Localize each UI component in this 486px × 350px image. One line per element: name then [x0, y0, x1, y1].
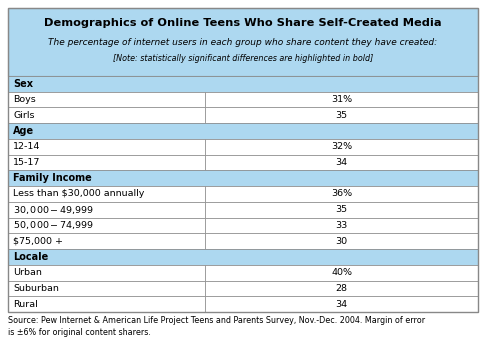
Bar [8, 76, 478, 92]
Bar [206, 281, 478, 296]
Text: 28: 28 [336, 284, 347, 293]
Text: is ±6% for original content sharers.: is ±6% for original content sharers. [8, 328, 151, 337]
Text: Girls: Girls [13, 111, 35, 120]
Bar [206, 265, 478, 281]
Bar [206, 107, 478, 123]
Text: The percentage of internet users in each group who share content they have creat: The percentage of internet users in each… [49, 38, 437, 47]
Text: Boys: Boys [13, 95, 36, 104]
Text: Suburban: Suburban [13, 284, 59, 293]
Text: Rural: Rural [13, 300, 38, 309]
Bar [206, 155, 478, 170]
Bar [206, 139, 478, 155]
Bar [8, 218, 206, 233]
Bar [8, 296, 206, 312]
Text: Sex: Sex [13, 79, 33, 89]
Text: Urban: Urban [13, 268, 42, 277]
Text: Locale: Locale [13, 252, 48, 262]
Bar [8, 107, 206, 123]
Text: 31%: 31% [331, 95, 352, 104]
Bar [206, 296, 478, 312]
Bar [8, 265, 206, 281]
Text: 34: 34 [336, 158, 348, 167]
Text: 35: 35 [336, 111, 348, 120]
Bar [206, 92, 478, 107]
Text: 12-14: 12-14 [13, 142, 40, 151]
Text: 30: 30 [336, 237, 348, 246]
Bar [206, 202, 478, 218]
Bar [8, 281, 206, 296]
Text: 36%: 36% [331, 189, 352, 198]
Text: Source: Pew Internet & American Life Project Teens and Parents Survey, Nov.-Dec.: Source: Pew Internet & American Life Pro… [8, 316, 425, 325]
Text: Age: Age [13, 126, 34, 136]
Text: $30,000 - $49,999: $30,000 - $49,999 [13, 204, 94, 216]
Text: 35: 35 [336, 205, 348, 214]
Bar [8, 249, 478, 265]
Bar [8, 170, 478, 186]
Text: [Note: statistically significant differences are highlighted in bold]: [Note: statistically significant differe… [113, 54, 373, 63]
Text: 32%: 32% [331, 142, 352, 151]
Text: Demographics of Online Teens Who Share Self-Created Media: Demographics of Online Teens Who Share S… [44, 18, 442, 28]
Bar [8, 92, 206, 107]
Bar [8, 202, 206, 218]
Bar [206, 218, 478, 233]
Bar [8, 8, 478, 312]
Bar [206, 186, 478, 202]
Text: 40%: 40% [331, 268, 352, 277]
Text: 33: 33 [335, 221, 348, 230]
Text: $50,000 - $74,999: $50,000 - $74,999 [13, 219, 94, 231]
Bar [206, 233, 478, 249]
Text: Less than $30,000 annually: Less than $30,000 annually [13, 189, 144, 198]
Text: 34: 34 [336, 300, 348, 309]
Bar [8, 233, 206, 249]
Bar [8, 123, 478, 139]
Bar [8, 139, 206, 155]
Text: $75,000 +: $75,000 + [13, 237, 63, 246]
Bar [8, 8, 478, 76]
Bar [8, 155, 206, 170]
Bar [8, 186, 206, 202]
Text: 15-17: 15-17 [13, 158, 40, 167]
Text: Family Income: Family Income [13, 173, 92, 183]
